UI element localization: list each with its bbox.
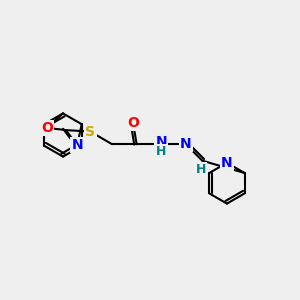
Text: N: N — [221, 156, 233, 170]
Text: S: S — [85, 124, 95, 139]
Text: N: N — [180, 137, 192, 151]
Text: N: N — [155, 135, 167, 149]
Text: O: O — [127, 116, 139, 130]
Text: O: O — [41, 121, 53, 135]
Text: N: N — [71, 138, 83, 152]
Text: H: H — [156, 145, 166, 158]
Text: H: H — [196, 163, 206, 176]
